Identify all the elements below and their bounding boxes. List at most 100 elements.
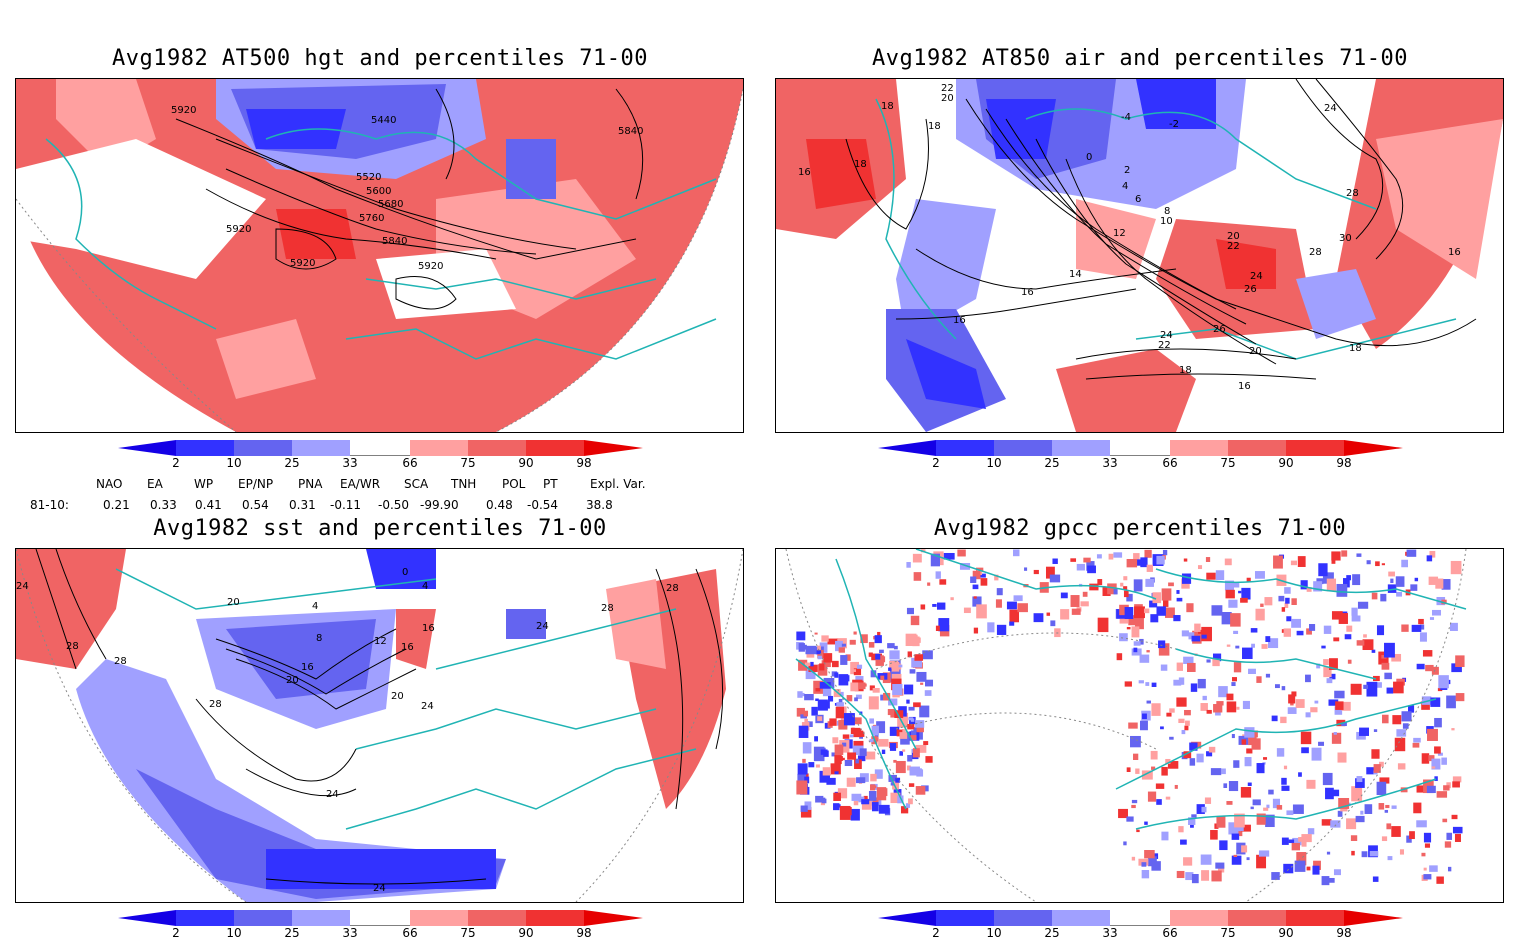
precip-cell bbox=[868, 696, 879, 710]
precip-cell bbox=[938, 618, 950, 632]
precip-cell bbox=[1204, 797, 1212, 804]
contour-label: 14 bbox=[1069, 269, 1082, 280]
colorbar-segment bbox=[176, 910, 234, 926]
colorbar-segment bbox=[1228, 440, 1286, 456]
contour-label: 24 bbox=[536, 621, 549, 632]
precip-cell bbox=[1301, 834, 1312, 843]
precip-cell bbox=[849, 734, 854, 738]
precip-cell bbox=[1431, 609, 1442, 616]
colorbar-tick: 75 bbox=[460, 456, 476, 470]
precip-cell bbox=[1123, 590, 1129, 598]
precip-cell bbox=[1397, 763, 1406, 770]
precip-cell bbox=[1450, 560, 1462, 575]
precip-cell bbox=[815, 688, 821, 692]
colorbar-tick: 10 bbox=[226, 926, 242, 940]
precip-cell bbox=[1191, 874, 1199, 884]
precip-cell bbox=[1288, 839, 1295, 844]
precip-cell bbox=[835, 706, 845, 719]
precip-cell bbox=[1323, 625, 1332, 634]
precip-cell bbox=[1286, 810, 1294, 816]
precip-cell bbox=[816, 650, 822, 655]
precip-cell bbox=[1310, 707, 1318, 713]
precip-cell bbox=[906, 607, 914, 615]
precip-cell bbox=[832, 737, 839, 744]
precip-cell bbox=[802, 644, 807, 650]
precip-cell bbox=[804, 693, 814, 701]
precip-cell bbox=[1151, 861, 1161, 871]
precip-cell bbox=[1013, 595, 1023, 602]
precip-cell bbox=[994, 574, 999, 581]
precip-cell bbox=[1006, 601, 1017, 610]
precip-cell bbox=[899, 751, 904, 756]
precip-cell bbox=[1133, 579, 1143, 592]
precip-cell bbox=[1416, 785, 1424, 793]
precip-cell bbox=[1291, 598, 1297, 605]
precip-cell bbox=[805, 666, 816, 680]
precip-cell bbox=[1325, 787, 1334, 800]
index-value: -0.50 bbox=[378, 498, 410, 512]
precip-cell bbox=[1181, 573, 1192, 584]
precip-cell bbox=[1256, 854, 1267, 869]
precip-cell bbox=[1450, 622, 1458, 631]
precip-cell bbox=[1351, 607, 1358, 616]
colorbar-segment bbox=[234, 440, 292, 456]
precip-cell bbox=[811, 706, 818, 716]
precip-cell bbox=[1133, 641, 1141, 646]
precip-cell bbox=[813, 680, 824, 694]
precip-cell bbox=[869, 685, 875, 691]
precip-cell bbox=[1395, 576, 1405, 587]
precip-cell bbox=[1307, 828, 1315, 835]
precip-cell bbox=[972, 596, 982, 607]
precip-cell bbox=[1133, 553, 1140, 560]
precip-cell bbox=[1224, 580, 1235, 591]
precip-cell bbox=[841, 643, 846, 647]
precip-cell bbox=[911, 657, 923, 668]
colorbar-tick: 25 bbox=[284, 456, 300, 470]
precip-cell bbox=[1371, 749, 1380, 759]
precip-cell bbox=[1211, 605, 1223, 616]
precip-cell bbox=[804, 776, 810, 784]
precip-cell bbox=[1441, 579, 1451, 590]
precip-cell bbox=[1126, 593, 1133, 602]
precip-cell bbox=[1173, 615, 1181, 622]
precip-cell bbox=[796, 631, 806, 641]
colorbar-segment bbox=[526, 910, 584, 926]
precip-cell bbox=[889, 650, 900, 660]
precip-cell bbox=[1326, 578, 1337, 592]
precip-cell bbox=[1272, 798, 1280, 809]
precip-cell bbox=[833, 792, 841, 801]
map-air: 22 20 18 18 16 18 -4 -2 0 2 4 6 8 10 12 … bbox=[775, 78, 1504, 433]
precip-cell bbox=[1321, 645, 1326, 649]
colorbar-tick: 90 bbox=[518, 926, 534, 940]
contour-label: 18 bbox=[854, 159, 867, 170]
precip-cell bbox=[1351, 850, 1355, 856]
precip-cell bbox=[1326, 851, 1331, 855]
index-header: WP bbox=[194, 477, 214, 491]
precip-cell bbox=[1381, 655, 1387, 659]
precip-cell bbox=[1346, 575, 1352, 581]
precip-cell bbox=[871, 802, 879, 812]
precip-cell bbox=[1176, 662, 1183, 671]
precip-cell bbox=[1188, 817, 1196, 825]
precip-cell bbox=[1283, 863, 1294, 874]
precip-cell bbox=[888, 667, 892, 671]
precip-cell bbox=[1191, 814, 1197, 819]
precip-cell bbox=[1197, 565, 1203, 570]
precip-cell bbox=[879, 788, 888, 797]
precip-cell bbox=[1252, 799, 1261, 806]
contour-label: 5840 bbox=[382, 236, 407, 247]
precip-cell bbox=[1186, 662, 1196, 672]
precip-cell bbox=[1386, 687, 1394, 694]
precip-cell bbox=[1024, 567, 1028, 571]
precip-cell bbox=[804, 662, 811, 666]
precip-cell bbox=[842, 806, 852, 816]
colorbar-segment bbox=[292, 910, 350, 926]
precip-cell bbox=[865, 751, 876, 760]
precip-cell bbox=[1316, 578, 1324, 585]
precip-cell bbox=[1133, 606, 1145, 619]
colorbar-tick: 10 bbox=[226, 456, 242, 470]
contour-label: 18 bbox=[928, 121, 941, 132]
contour-label: 22 bbox=[941, 83, 954, 94]
precip-cell bbox=[1145, 682, 1150, 686]
precip-cell bbox=[1288, 694, 1296, 704]
